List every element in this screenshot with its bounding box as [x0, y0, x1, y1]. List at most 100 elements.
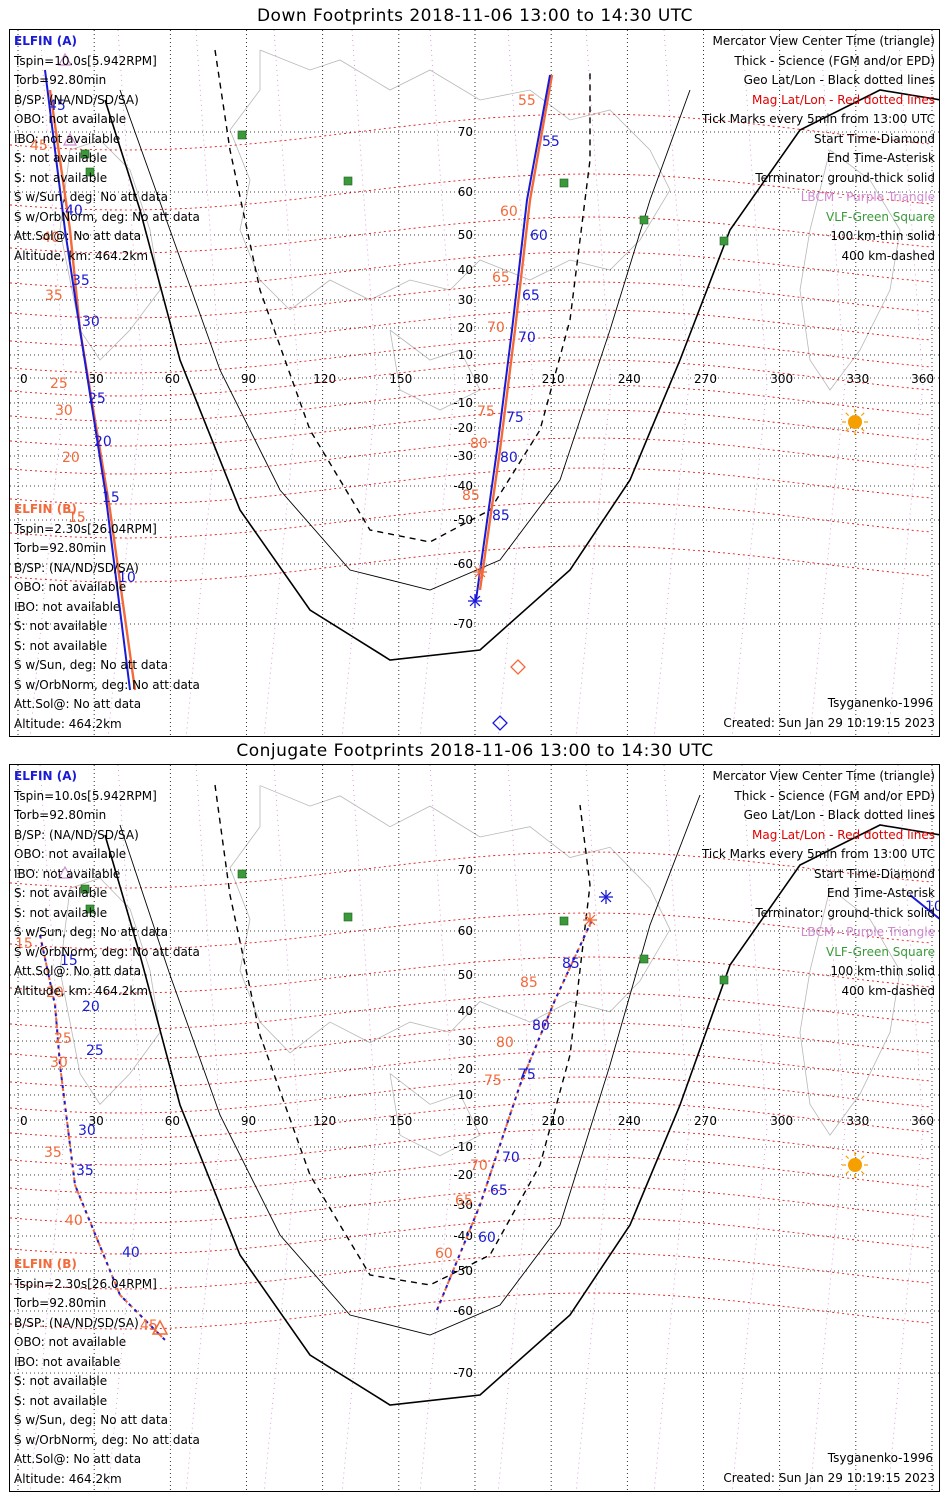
legend-line: Geo Lat/Lon - Black dotted lines	[743, 808, 935, 822]
mag-parallel	[10, 437, 931, 475]
lat-tick-label: -70	[453, 617, 473, 631]
track-label: 45	[48, 98, 66, 114]
panel1-elfin-b-name: ELFIN (B)	[14, 502, 77, 516]
info-line: Tspin=10.0s[5.942RPM]	[14, 53, 157, 68]
lon-tick-label: 330	[846, 372, 869, 386]
info-line: Altitude, km: 464.2km	[14, 983, 149, 998]
lat-tick-label: 20	[458, 1062, 473, 1076]
track-label: 65	[492, 270, 510, 286]
legend-line: End Time-Asterisk	[826, 886, 935, 900]
lbcm-triangle	[57, 865, 73, 879]
track-label: 15	[68, 510, 86, 526]
panel1-elfin-a-name: ELFIN (A)	[14, 34, 77, 48]
track-label: 65	[455, 1193, 473, 1209]
lon-tick-label: 330	[846, 1114, 869, 1128]
lon-tick-label: 180	[466, 372, 489, 386]
lat-tick-label: 70	[458, 125, 473, 139]
track-label: 20	[46, 985, 64, 1001]
terminator-ground-line	[104, 89, 939, 661]
boundary-400km-line	[214, 784, 591, 1286]
panel1-model-label: Tsyganenko-1996	[827, 696, 933, 710]
track-label: 35	[76, 1163, 94, 1179]
elfin-b-track-right	[436, 919, 593, 1311]
mag-parallel	[10, 113, 931, 151]
lat-tick-label: 60	[458, 185, 473, 199]
panel2-created-label: Created: Sun Jan 29 10:19:15 2023	[723, 1471, 935, 1485]
info-line: Att.Sol@: No att data	[14, 697, 142, 711]
legend-line: 400 km-dashed	[841, 248, 935, 263]
legend-line: Mercator View Center Time (triangle)	[712, 769, 935, 783]
lat-tick-label: -30	[453, 1198, 473, 1212]
track-label: 80	[500, 450, 518, 466]
lat-tick-label: 50	[458, 968, 473, 982]
lat-tick-label: -70	[453, 1366, 473, 1380]
track-label: 20	[94, 434, 112, 450]
sun-ray	[860, 427, 865, 432]
panel2-map: 0 30 60 90 120 150 180 210 240 270 300 330 360 70 60 50…	[9, 764, 940, 1492]
vlf-station-square	[559, 178, 569, 188]
info-line: Att.Sol@: No att data	[14, 1452, 142, 1466]
info-line: B/SP: (NA/ND/SD/SA)	[14, 827, 139, 842]
panel2-elfin-b-info: ELFIN (B) Tspin=2.30s[26.04RPM] Torb=92.…	[14, 1255, 200, 1489]
legend-line: Mag Lat/Lon - Red dotted lines	[751, 92, 935, 107]
track-label: 85	[462, 488, 480, 504]
lon-tick-label: 300	[770, 1114, 793, 1128]
info-line: S: not available	[14, 1374, 108, 1388]
lat-tick-label: 60	[458, 924, 473, 938]
lat-tick-label: 50	[458, 228, 473, 242]
track-label: 70	[518, 330, 536, 346]
vlf-station-square	[237, 130, 247, 140]
track-label: 45	[140, 1318, 158, 1334]
mag-meridian	[497, 765, 534, 1491]
info-line: S: not available	[14, 638, 108, 653]
track-label: 65	[490, 1183, 508, 1199]
track-label: 60	[530, 228, 548, 244]
vlf-station-square	[85, 904, 95, 914]
coastline-outline	[799, 149, 901, 391]
info-line: OBO: not available	[14, 112, 127, 126]
elfin-a-end-asterisk	[600, 891, 612, 903]
mag-parallel	[10, 1217, 931, 1255]
panel1-legend: Mercator View Center Time (triangle) Thi…	[702, 32, 935, 266]
mag-parallel	[10, 409, 931, 447]
legend-line: Terminator: ground-thick solid	[755, 170, 935, 185]
elfin-b-track-right	[478, 74, 554, 591]
coastline-outline	[229, 49, 671, 311]
track-label: 75	[484, 1073, 502, 1089]
sun-icon	[848, 415, 862, 429]
elfin-a-track-left	[39, 934, 166, 1341]
legend-line: Terminator: ground-thick solid	[755, 905, 935, 920]
legend-line: LBCM - Purple Triangle	[800, 925, 935, 939]
track-label: 60	[478, 1230, 496, 1246]
lat-tick-label: -30	[453, 449, 473, 463]
sun-ray	[860, 1155, 865, 1160]
info-line: Torb=92.80min	[14, 808, 107, 822]
lon-tick-label: 30	[89, 1114, 104, 1128]
info-line: S: not available	[14, 1393, 108, 1408]
lat-tick-label: -10	[453, 1140, 473, 1154]
info-line: IBO: not available	[14, 131, 121, 146]
panel2-elfin-b-name: ELFIN (B)	[14, 1257, 77, 1271]
track-label: 80	[470, 436, 488, 452]
mag-meridian	[341, 765, 378, 1491]
track-label: 30	[82, 314, 100, 330]
track-label: 10	[118, 570, 136, 586]
lat-tick-label: -60	[453, 557, 473, 571]
elfin-a-start-diamond	[492, 715, 508, 731]
mag-parallel	[10, 281, 931, 319]
panel2-elfin-a-info: ELFIN (A) Tspin=10.0s[5.942RPM] Torb=92.…	[14, 767, 200, 1001]
legend-line: Mag Lat/Lon - Red dotted lines	[751, 827, 935, 842]
track-label: 15	[15, 936, 33, 952]
lon-tick-label: 240	[618, 1114, 641, 1128]
lon-tick-label: 90	[241, 1114, 256, 1128]
info-line: S w/Sun, deg: No att data	[14, 925, 168, 939]
vlf-station-square	[85, 167, 95, 177]
info-line: Tspin=2.30s[26.04RPM]	[14, 1276, 157, 1291]
info-line: B/SP: (NA/ND/SD/SA)	[14, 92, 139, 107]
mag-parallel	[10, 1186, 931, 1224]
track-label: 80	[532, 1018, 550, 1034]
info-line: S w/Sun, deg: No att data	[14, 658, 168, 672]
sun-ray	[860, 1170, 865, 1175]
lon-tick-label: 240	[618, 372, 641, 386]
elfin-b-start-diamond	[510, 659, 526, 675]
